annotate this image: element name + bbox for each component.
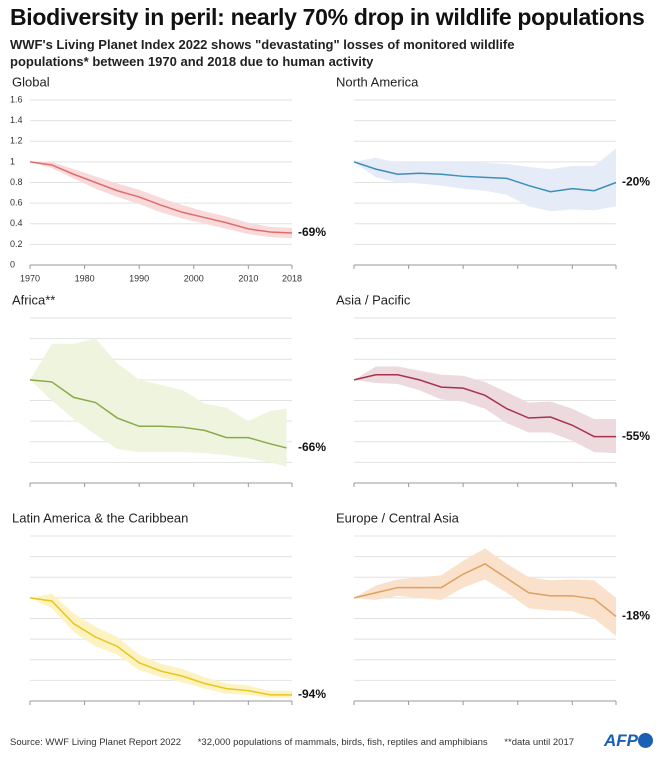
y-tick-label: 1.6 — [10, 94, 23, 104]
index-line — [353, 373, 616, 438]
x-tick-label: 2018 — [282, 273, 302, 283]
change-label: -18% — [622, 609, 650, 623]
panel-title: Africa** — [12, 292, 55, 307]
y-tick-label: 0 — [10, 259, 15, 269]
index-line — [353, 562, 617, 618]
y-tick-label: 0.2 — [10, 239, 23, 249]
page-title: Biodiversity in peril: nearly 70% drop i… — [10, 4, 645, 30]
uncertainty-band — [30, 338, 287, 467]
x-tick-label: 1990 — [129, 273, 149, 283]
change-label: -66% — [298, 440, 326, 454]
change-label: -20% — [622, 175, 650, 189]
index-line — [29, 161, 293, 234]
y-tick-label: 0.6 — [10, 198, 23, 208]
index-line — [29, 379, 287, 449]
uncertainty-band — [354, 366, 616, 454]
index-line — [353, 161, 617, 193]
charts: Global 0 0.2 0.4 0.6 0.8 1 1.2 1.4 1.6 1970 1980 199… — [10, 74, 650, 705]
y-tick-label: 1.2 — [10, 136, 23, 146]
x-tick-label: 2000 — [184, 273, 204, 283]
y-tick-label: 0.8 — [10, 177, 23, 187]
y-tick-label: 0.4 — [10, 218, 23, 228]
footnote: **data until 2017 — [504, 737, 575, 748]
index-line — [29, 597, 292, 696]
page-subtitle: WWF's Living Planet Index 2022 shows "de… — [10, 37, 515, 69]
footer: Source: WWF Living Planet Report 2022 *3… — [10, 737, 588, 748]
change-label: -94% — [298, 687, 326, 701]
logo-mark — [638, 733, 653, 748]
change-label: -55% — [622, 429, 650, 443]
y-tick-label: 1.4 — [10, 115, 23, 125]
uncertainty-band — [30, 593, 292, 698]
y-tick-label: 1 — [10, 156, 15, 166]
logo: AFP — [604, 731, 638, 750]
x-tick-label: 2010 — [238, 273, 258, 283]
panel-title: North America — [336, 74, 419, 89]
uncertainty-band — [354, 148, 616, 212]
footnote: *32,000 populations of mammals, birds, f… — [197, 737, 488, 748]
change-label: -69% — [298, 225, 326, 239]
uncertainty-band — [354, 548, 616, 637]
panel-title: Global — [12, 74, 50, 89]
panel-title: Latin America & the Caribbean — [12, 510, 188, 525]
panel-title: Europe / Central Asia — [336, 510, 460, 525]
x-tick-label: 1980 — [75, 273, 95, 283]
source: Source: WWF Living Planet Report 2022 — [10, 737, 182, 748]
x-tick-label: 1970 — [20, 273, 40, 283]
uncertainty-band — [30, 161, 292, 239]
panel-title: Asia / Pacific — [336, 292, 411, 307]
